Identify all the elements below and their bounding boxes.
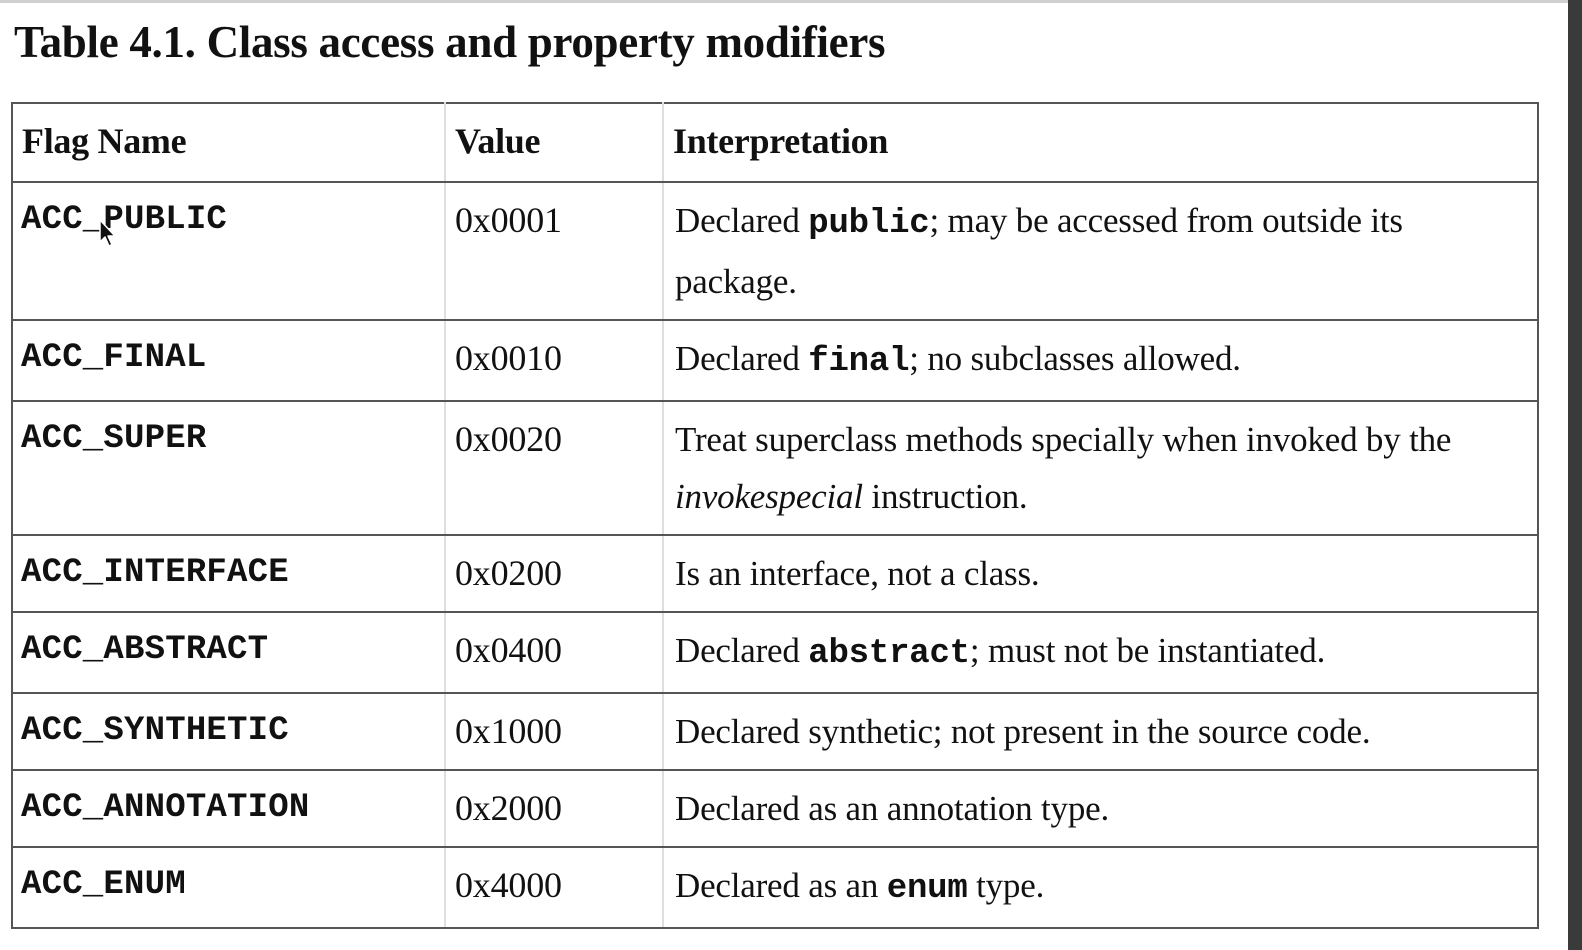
interpretation-cell: Is an interface, not a class. xyxy=(662,534,1538,613)
header-interpretation: Interpretation xyxy=(662,102,1538,183)
interp-text: Declared xyxy=(675,631,809,670)
flag-cell: ACC_FINAL xyxy=(12,319,446,402)
interp-text: instruction. xyxy=(862,477,1028,516)
value-cell: 0x1000 xyxy=(444,692,664,771)
interp-text: Declared xyxy=(675,201,809,240)
interp-text: ; must not be instantiated. xyxy=(969,631,1326,670)
flag-cell: ACC_ENUM xyxy=(12,846,446,929)
table-row: ACC_ABSTRACT 0x0400 Declared abstract; m… xyxy=(12,611,1538,694)
flag-cell: ACC_SYNTHETIC xyxy=(12,692,446,771)
interpretation-cell: Declared abstract; must not be instantia… xyxy=(662,611,1538,694)
interp-text: ; no subclasses allowed. xyxy=(909,339,1241,378)
interpretation-cell: Declared final; no subclasses allowed. xyxy=(662,319,1538,402)
interpretation-cell: Declared as an enum type. xyxy=(662,846,1538,929)
flag-cell: ACC_ANNOTATION xyxy=(12,769,446,848)
interp-text: Treat superclass methods specially when … xyxy=(675,420,1452,459)
interp-code: final xyxy=(808,343,910,381)
interpretation-cell: Declared as an annotation type. xyxy=(662,769,1538,848)
interp-text: ; may be accessed from outside its packa… xyxy=(675,201,1403,301)
interp-code: public xyxy=(808,205,930,243)
flag-cell: ACC_INTERFACE xyxy=(12,534,446,613)
modifiers-table: Flag Name Value Interpretation ACC_PUBLI… xyxy=(11,102,1539,929)
table-row: ACC_FINAL 0x0010 Declared final; no subc… xyxy=(12,319,1538,402)
interp-code: abstract xyxy=(808,635,970,673)
flag-cell: ACC_PUBLIC xyxy=(12,181,446,321)
window-edge xyxy=(1568,0,1582,950)
value-cell: 0x0010 xyxy=(444,319,664,402)
top-edge xyxy=(0,0,1582,3)
interp-italic: invokespecial xyxy=(675,477,863,516)
interp-text: type. xyxy=(967,866,1045,905)
value-cell: 0x0400 xyxy=(444,611,664,694)
interpretation-cell: Treat superclass methods specially when … xyxy=(662,400,1538,536)
table-row: ACC_INTERFACE 0x0200 Is an interface, no… xyxy=(12,534,1538,613)
table-title: Table 4.1. Class access and property mod… xyxy=(14,17,886,67)
table-row: ACC_PUBLIC 0x0001 Declared public; may b… xyxy=(12,181,1538,321)
header-flag-name: Flag Name xyxy=(12,102,446,183)
flag-cell: ACC_ABSTRACT xyxy=(12,611,446,694)
interpretation-cell: Declared public; may be accessed from ou… xyxy=(662,181,1538,321)
table-row: ACC_ENUM 0x4000 Declared as an enum type… xyxy=(12,846,1538,929)
mouse-pointer-icon xyxy=(99,219,116,247)
value-cell: 0x0020 xyxy=(444,400,664,536)
table-row: ACC_SYNTHETIC 0x1000 Declared synthetic;… xyxy=(12,692,1538,771)
flag-cell: ACC_SUPER xyxy=(12,400,446,536)
interp-text: Declared xyxy=(675,339,809,378)
table-row: ACC_SUPER 0x0020 Treat superclass method… xyxy=(12,400,1538,536)
table-row: ACC_ANNOTATION 0x2000 Declared as an ann… xyxy=(12,769,1538,848)
value-cell: 0x2000 xyxy=(444,769,664,848)
interp-code: enum xyxy=(886,870,968,908)
table-header-row: Flag Name Value Interpretation xyxy=(12,102,1538,183)
interpretation-cell: Declared synthetic; not present in the s… xyxy=(662,692,1538,771)
value-cell: 0x4000 xyxy=(444,846,664,929)
interp-text: Declared as an xyxy=(675,866,887,905)
value-cell: 0x0001 xyxy=(444,181,664,321)
value-cell: 0x0200 xyxy=(444,534,664,613)
header-value: Value xyxy=(444,102,664,183)
